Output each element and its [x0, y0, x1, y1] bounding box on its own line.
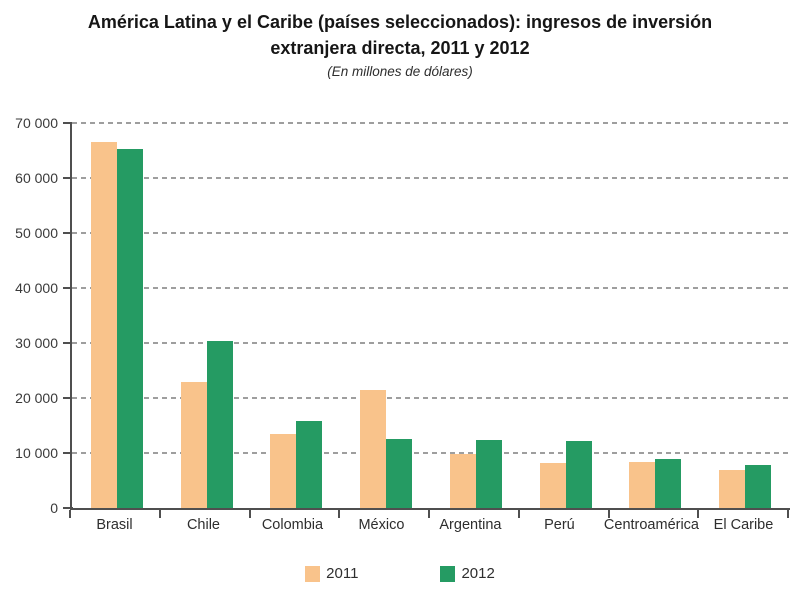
x-tick-mark-0: [69, 510, 71, 518]
x-tick-mark-2: [248, 510, 251, 518]
legend-label-2012: 2012: [461, 565, 495, 582]
y-tick-mark-50000: [63, 232, 73, 234]
legend-label-2011: 2011: [326, 565, 359, 582]
gridline-40000: [72, 287, 790, 289]
x-tick-mark-3: [338, 510, 341, 518]
bar-2012-chile: [206, 341, 233, 508]
y-tick-mark-70000: [63, 122, 73, 124]
y-tick-mark-30000: [63, 342, 73, 344]
bar-2012-brasil: [116, 149, 143, 508]
legend-swatch-2011: [305, 565, 321, 582]
gridline-50000: [72, 232, 790, 234]
plot-area: [70, 122, 790, 510]
gridline-70000: [72, 122, 790, 124]
y-tick-mark-60000: [63, 177, 73, 179]
bar-2011-méxico: [360, 390, 387, 508]
bar-group-méxico: [341, 123, 431, 508]
bar-2012-méxico: [386, 438, 413, 508]
y-tick-label-20000: 20 000: [15, 390, 58, 406]
legend-item-2012: 2012: [440, 565, 495, 582]
x-axis-labels: Brasil Chile Colombia México Argentina Perú Ce…: [70, 517, 788, 533]
bar-2011-colombia: [270, 434, 297, 508]
x-tick-mark-1: [158, 510, 161, 518]
bar-group-centroamérica: [611, 123, 701, 508]
legend-swatch-2012: [440, 565, 456, 582]
chart-title-line2: extranjera directa, 2011 y 2012: [270, 38, 530, 58]
y-tick-mark-0: [63, 507, 73, 509]
bar-group-colombia: [252, 123, 342, 508]
x-label-el-caribe: El Caribe: [713, 517, 774, 533]
gridline-20000: [72, 397, 790, 399]
chart-title: América Latina y el Caribe (países selec…: [0, 9, 800, 61]
bar-2011-argentina: [449, 453, 476, 508]
y-tick-label-60000: 60 000: [15, 170, 58, 186]
y-tick-label-10000: 10 000: [15, 445, 58, 461]
y-tick-label-50000: 50 000: [15, 225, 58, 241]
x-tick-mark-7: [697, 510, 700, 518]
y-tick-mark-20000: [63, 397, 73, 399]
x-tick-mark-4: [428, 510, 430, 518]
legend: 2011 2012: [0, 565, 800, 582]
gridline-30000: [72, 342, 790, 344]
chart-subtitle: (En millones de dólares): [327, 64, 473, 79]
x-label-chile: Chile: [186, 517, 220, 533]
bar-2011-centroamérica: [629, 462, 656, 508]
bar-2012-centroamérica: [655, 459, 682, 508]
gridline-60000: [72, 177, 790, 179]
y-tick-label-70000: 70 000: [15, 115, 58, 131]
bar-group-brasil: [72, 123, 162, 508]
x-label-argentina: Argentina: [439, 517, 502, 533]
bar-group-el-caribe: [700, 123, 790, 508]
y-tick-mark-10000: [63, 452, 73, 454]
bar-2012-colombia: [296, 421, 323, 508]
y-tick-label-0: 0: [50, 500, 58, 516]
bar-2011-chile: [180, 382, 207, 508]
bar-group-chile: [162, 123, 252, 508]
bar-group-perú: [521, 123, 611, 508]
x-label-brasil: Brasil: [96, 517, 133, 533]
x-label-centroamérica: Centroamérica: [603, 517, 699, 533]
x-tick-mark-6: [607, 510, 610, 518]
x-label-perú: Perú: [544, 517, 575, 533]
bar-2011-perú: [539, 462, 566, 508]
bar-2012-el-caribe: [745, 464, 772, 508]
y-tick-label-40000: 40 000: [15, 280, 58, 296]
bar-2012-argentina: [475, 439, 502, 508]
legend-item-2011: 2011: [305, 565, 358, 582]
bar-2012-perú: [565, 440, 592, 508]
gridline-10000: [72, 452, 790, 454]
chart-title-line1: América Latina y el Caribe (países selec…: [87, 12, 713, 32]
x-label-méxico: México: [358, 517, 405, 533]
bar-2011-brasil: [90, 141, 117, 508]
bar-2011-el-caribe: [719, 470, 746, 508]
y-tick-mark-40000: [63, 287, 73, 289]
x-tick-mark-8: [787, 510, 789, 518]
y-tick-label-30000: 30 000: [15, 335, 58, 351]
x-label-colombia: Colombia: [261, 517, 324, 533]
bar-group-argentina: [431, 123, 521, 508]
x-tick-mark-5: [517, 510, 520, 518]
